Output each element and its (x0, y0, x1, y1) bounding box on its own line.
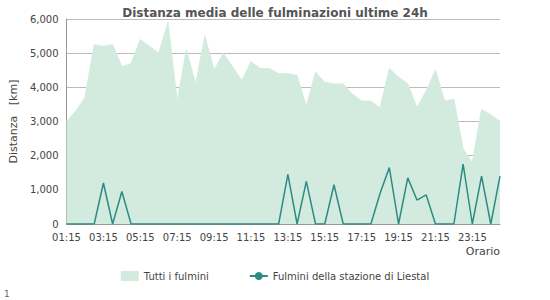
svg-text:Fulmini della stazione di Lies: Fulmini della stazione di Liestal (273, 271, 429, 282)
svg-text:17:15: 17:15 (347, 232, 376, 243)
svg-text:19:15: 19:15 (384, 232, 413, 243)
svg-text:13:15: 13:15 (273, 232, 302, 243)
svg-text:6,000: 6,000 (30, 14, 59, 25)
svg-text:2,000: 2,000 (30, 150, 59, 161)
svg-text:21:15: 21:15 (421, 232, 450, 243)
svg-text:0: 0 (52, 219, 58, 230)
svg-text:23:15: 23:15 (458, 232, 487, 243)
svg-text:5,000: 5,000 (30, 48, 59, 59)
svg-text:07:15: 07:15 (163, 232, 192, 243)
svg-text:11:15: 11:15 (237, 232, 266, 243)
svg-text:Distanza [km]: Distanza [km] (7, 80, 20, 164)
svg-text:09:15: 09:15 (200, 232, 229, 243)
svg-text:05:15: 05:15 (126, 232, 155, 243)
svg-text:3,000: 3,000 (30, 116, 59, 127)
svg-text:1,000: 1,000 (30, 184, 59, 195)
svg-text:1: 1 (4, 289, 10, 299)
svg-text:Distanza media delle fulminazi: Distanza media delle fulminazioni ultime… (122, 6, 428, 20)
svg-text:15:15: 15:15 (310, 232, 339, 243)
svg-text:03:15: 03:15 (89, 232, 118, 243)
svg-text:01:15: 01:15 (52, 232, 81, 243)
svg-text:Tutti i fulmini: Tutti i fulmini (143, 271, 209, 282)
svg-text:4,000: 4,000 (30, 82, 59, 93)
svg-text:Orario: Orario (466, 245, 501, 258)
